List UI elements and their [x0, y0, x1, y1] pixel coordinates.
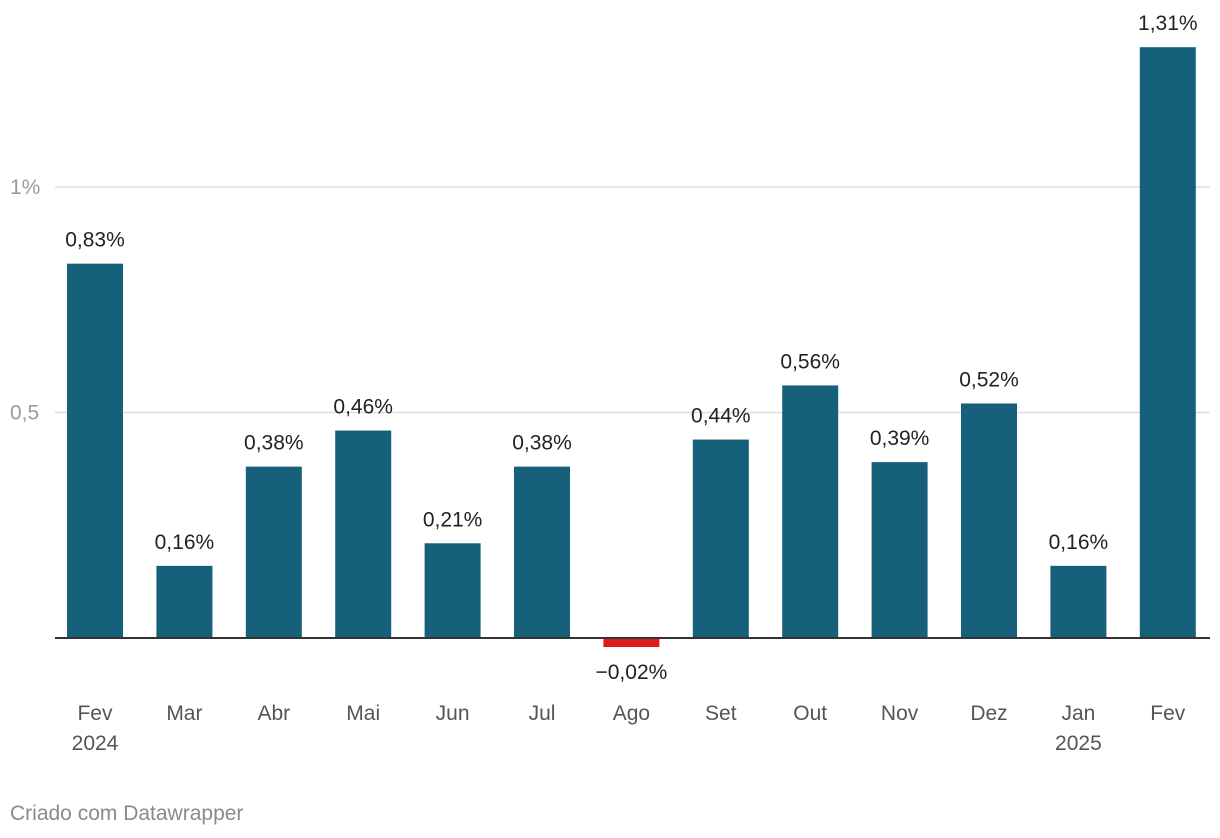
bar	[156, 565, 213, 638]
x-tick-label: Abr	[257, 702, 290, 725]
x-tick-year-label: 2024	[72, 732, 119, 755]
bar	[245, 466, 302, 638]
bar	[67, 263, 123, 638]
bar	[335, 430, 392, 638]
bar	[1050, 565, 1107, 638]
data-label: 0,21%	[423, 508, 483, 531]
x-tick-label: Out	[793, 702, 827, 725]
data-label: 0,46%	[333, 396, 393, 419]
gridlines: 0,5 1%	[10, 176, 1210, 425]
x-tick-label: Ago	[613, 702, 650, 725]
bar	[692, 439, 749, 638]
bar	[603, 638, 660, 648]
x-tick-label: Jan	[1061, 702, 1095, 725]
x-tick-year-label: 2025	[1055, 732, 1102, 755]
data-label: 0,52%	[959, 368, 1019, 391]
data-label: 0,16%	[155, 531, 215, 554]
bar	[871, 462, 928, 638]
x-tick-label: Fev	[77, 702, 113, 725]
x-tick-label: Nov	[881, 702, 919, 725]
data-label: 0,44%	[691, 405, 751, 428]
bars	[67, 47, 1196, 648]
x-tick-label: Jun	[436, 702, 470, 725]
data-label: 0,56%	[780, 350, 840, 373]
credit-text: Criado com Datawrapper	[10, 802, 244, 825]
data-label: 0,39%	[870, 427, 930, 450]
x-tick-label: Mar	[166, 702, 202, 725]
bar	[961, 403, 1017, 638]
bar	[424, 543, 481, 638]
bar	[782, 385, 839, 638]
bar-chart: 0,5 1% 0,83% Fev 2024 0,16% Mar 0,38% Abr 0,46% M…	[10, 12, 1210, 755]
bar	[514, 466, 570, 638]
labels: 0,83% Fev 2024 0,16% Mar 0,38% Abr 0,46% Mai 0,21…	[55, 12, 1210, 755]
x-tick-label: Mai	[346, 702, 380, 725]
data-label: 1,31%	[1138, 12, 1198, 35]
x-tick-label: Set	[705, 702, 737, 725]
bar	[1139, 47, 1196, 638]
data-label: −0,02%	[595, 661, 667, 684]
data-label: 0,38%	[244, 432, 304, 455]
data-label: 0,38%	[512, 432, 572, 455]
data-label: 0,16%	[1049, 531, 1109, 554]
x-tick-label: Fev	[1150, 702, 1186, 725]
x-tick-label: Dez	[970, 702, 1007, 725]
x-tick-label: Jul	[529, 702, 556, 725]
y-tick-label: 0,5	[10, 402, 39, 425]
y-tick-label: 1%	[10, 176, 40, 199]
data-label: 0,83%	[65, 229, 125, 252]
